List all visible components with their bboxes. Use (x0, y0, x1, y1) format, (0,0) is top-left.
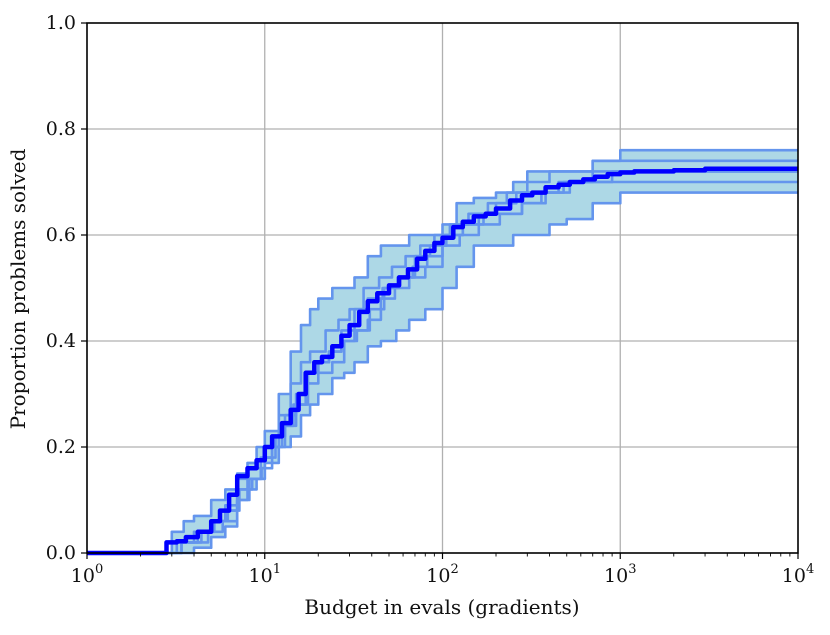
x-tick-label: 103 (604, 562, 636, 587)
y-tick-label: 1.0 (46, 12, 76, 34)
y-tick-label: 0.0 (46, 542, 76, 564)
mean-series-line (87, 166, 798, 556)
x-tick-label: 104 (782, 562, 814, 587)
y-axis-label: Proportion problems solved (6, 148, 30, 429)
x-tick-label: 100 (71, 562, 103, 587)
x-axis-label: Budget in evals (gradients) (304, 595, 579, 619)
x-tick-label: 101 (249, 562, 281, 587)
run-line (87, 170, 798, 555)
y-tick-labels: 0.0 0.2 0.4 0.6 0.8 1.0 (46, 12, 76, 564)
run-lines (87, 148, 798, 555)
x-tick-labels: 100 101 102 103 104 (71, 562, 814, 587)
y-tick-label: 0.8 (46, 118, 76, 140)
axes (81, 22, 799, 559)
run-line (87, 148, 798, 555)
mean-line (87, 166, 798, 556)
y-tick-label: 0.2 (46, 436, 76, 458)
x-tick-label: 102 (426, 562, 458, 587)
y-tick-label: 0.4 (46, 330, 76, 352)
y-tick-label: 0.6 (46, 224, 76, 246)
